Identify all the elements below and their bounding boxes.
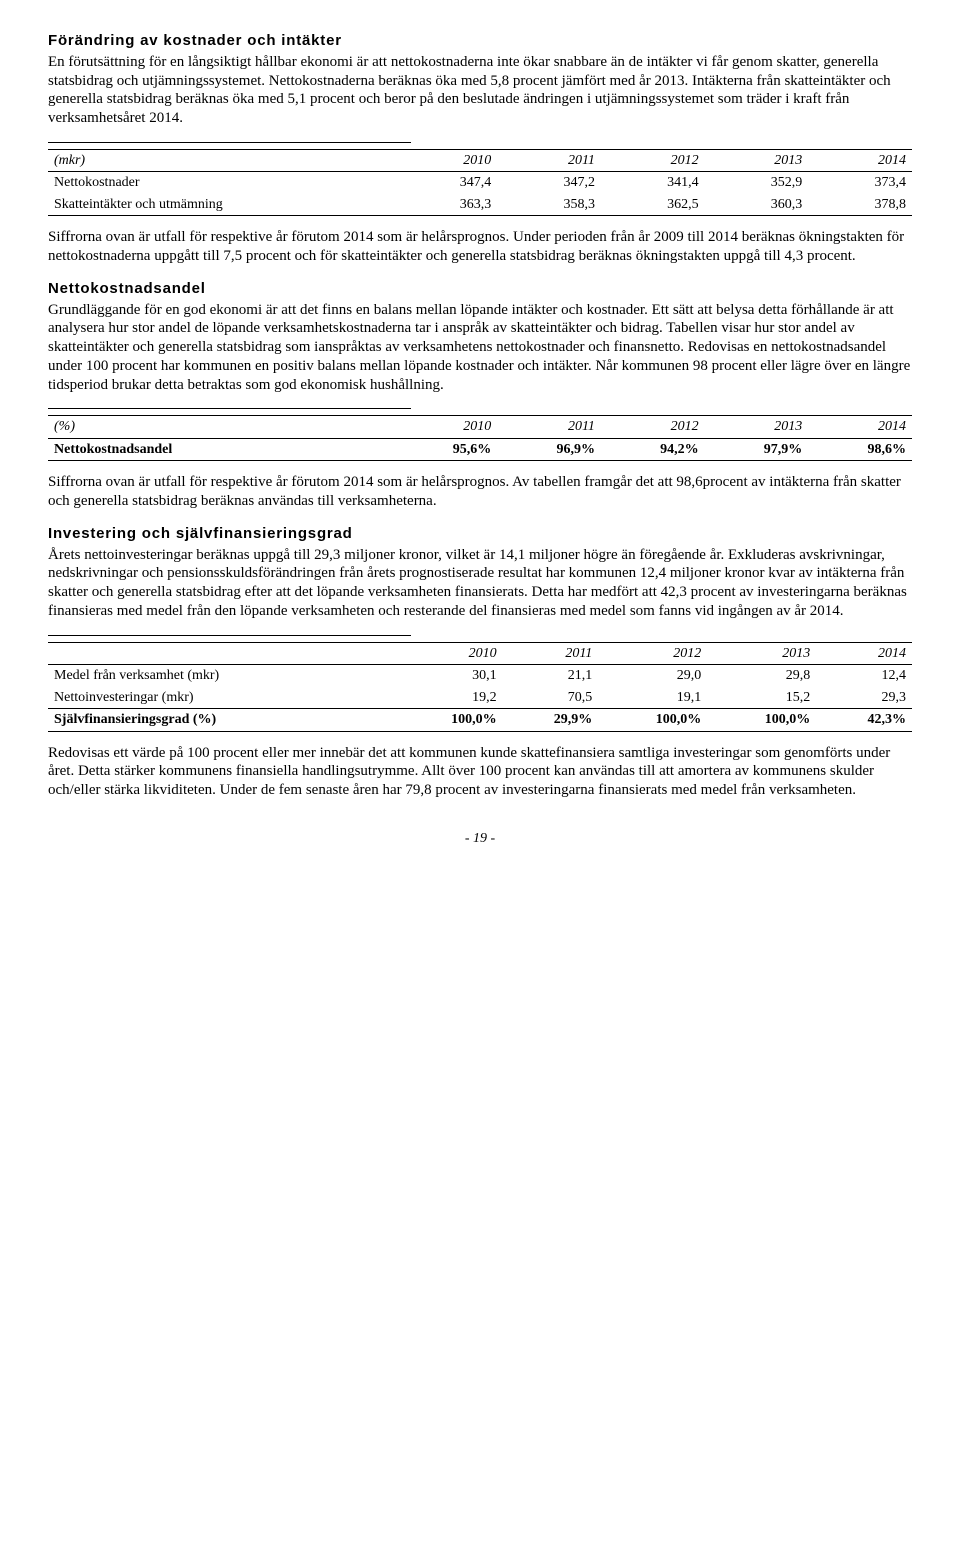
- col-year: 2010: [394, 149, 498, 172]
- cell: 95,6%: [394, 438, 498, 461]
- cell: 360,3: [705, 194, 809, 216]
- row-label: Nettokostnader: [48, 172, 394, 194]
- cell: 347,2: [497, 172, 601, 194]
- col-year: 2014: [808, 149, 912, 172]
- cell: 70,5: [503, 687, 599, 709]
- col-year: 2013: [705, 149, 809, 172]
- col-year: 2014: [816, 642, 912, 665]
- cell: 358,3: [497, 194, 601, 216]
- para-investment-2: Redovisas ett värde på 100 procent eller…: [48, 744, 912, 800]
- col-year: 2013: [707, 642, 816, 665]
- cell: 373,4: [808, 172, 912, 194]
- col-year: 2012: [601, 416, 705, 439]
- col-year: 2011: [497, 149, 601, 172]
- col-year: 2010: [394, 642, 503, 665]
- cell: 12,4: [816, 665, 912, 687]
- table-net-cost-share: (%) 2010 2011 2012 2013 2014 Nettokostna…: [48, 415, 912, 461]
- para-net-cost-share: Grundläggande för en god ekonomi är att …: [48, 301, 912, 395]
- col-label: (%): [48, 416, 394, 439]
- row-label: Skatteintäkter och utmämning: [48, 194, 394, 216]
- cell: 19,1: [598, 687, 707, 709]
- col-label: [48, 642, 394, 665]
- row-label: Självfinansieringsgrad (%): [48, 709, 394, 732]
- cell: 19,2: [394, 687, 503, 709]
- col-year: 2011: [497, 416, 601, 439]
- heading-investment: Investering och självfinansieringsgrad: [48, 525, 912, 544]
- cell: 378,8: [808, 194, 912, 216]
- col-year: 2012: [601, 149, 705, 172]
- para-costs-revenues-2: Siffrorna ovan är utfall för respektive …: [48, 228, 912, 266]
- col-year: 2011: [503, 642, 599, 665]
- cell: 15,2: [707, 687, 816, 709]
- para-net-cost-share-2: Siffrorna ovan är utfall för respektive …: [48, 473, 912, 511]
- cell: 341,4: [601, 172, 705, 194]
- row-label: Nettoinvesteringar (mkr): [48, 687, 394, 709]
- col-year: 2010: [394, 416, 498, 439]
- table-rule: [48, 408, 411, 409]
- para-investment: Årets nettoinvesteringar beräknas uppgå …: [48, 546, 912, 621]
- heading-net-cost-share: Nettokostnadsandel: [48, 280, 912, 299]
- cell: 98,6%: [808, 438, 912, 461]
- heading-costs-revenues: Förändring av kostnader och intäkter: [48, 32, 912, 51]
- cell: 100,0%: [394, 709, 503, 732]
- cell: 100,0%: [598, 709, 707, 732]
- cell: 97,9%: [705, 438, 809, 461]
- cell: 29,0: [598, 665, 707, 687]
- table-costs-revenues: (mkr) 2010 2011 2012 2013 2014 Nettokost…: [48, 149, 912, 217]
- cell: 362,5: [601, 194, 705, 216]
- cell: 29,9%: [503, 709, 599, 732]
- table-rule: [48, 142, 411, 143]
- para-costs-revenues: En förutsättning för en långsiktigt håll…: [48, 53, 912, 128]
- cell: 29,8: [707, 665, 816, 687]
- table-investment: 2010 2011 2012 2013 2014 Medel från verk…: [48, 642, 912, 732]
- cell: 94,2%: [601, 438, 705, 461]
- row-label: Medel från verksamhet (mkr): [48, 665, 394, 687]
- col-year: 2013: [705, 416, 809, 439]
- cell: 363,3: [394, 194, 498, 216]
- col-label: (mkr): [48, 149, 394, 172]
- cell: 21,1: [503, 665, 599, 687]
- cell: 100,0%: [707, 709, 816, 732]
- table-rule: [48, 635, 411, 636]
- cell: 42,3%: [816, 709, 912, 732]
- page-number: - 19 -: [48, 830, 912, 848]
- cell: 347,4: [394, 172, 498, 194]
- col-year: 2014: [808, 416, 912, 439]
- row-label: Nettokostnadsandel: [48, 438, 394, 461]
- cell: 30,1: [394, 665, 503, 687]
- col-year: 2012: [598, 642, 707, 665]
- cell: 29,3: [816, 687, 912, 709]
- cell: 96,9%: [497, 438, 601, 461]
- cell: 352,9: [705, 172, 809, 194]
